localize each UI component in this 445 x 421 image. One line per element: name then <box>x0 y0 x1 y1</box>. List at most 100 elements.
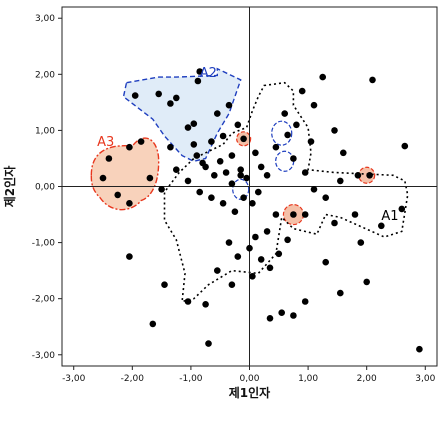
data-point <box>266 264 274 272</box>
data-point <box>278 309 286 317</box>
data-point <box>126 253 133 260</box>
data-point <box>310 186 318 193</box>
x-tick-label: 2,00 <box>357 374 377 384</box>
data-point <box>257 256 265 263</box>
data-point <box>211 172 218 179</box>
data-point <box>219 200 227 207</box>
region-a2 <box>122 67 242 163</box>
data-point <box>225 239 233 246</box>
data-point <box>254 188 262 196</box>
data-point <box>351 211 359 218</box>
data-point <box>158 186 165 193</box>
data-point <box>105 155 113 162</box>
x-tick-label: 0,00 <box>239 374 259 384</box>
data-point <box>298 87 306 95</box>
data-point <box>290 155 297 162</box>
data-point <box>331 127 338 134</box>
data-point <box>146 174 154 182</box>
region-label-a3: A3 <box>97 135 114 150</box>
data-point <box>307 138 315 145</box>
data-point <box>190 141 198 148</box>
data-point <box>228 180 236 187</box>
data-point <box>173 94 180 102</box>
data-point <box>281 110 289 117</box>
data-point <box>225 101 233 109</box>
data-point <box>240 135 247 143</box>
data-point <box>249 273 256 280</box>
data-point <box>249 200 256 207</box>
data-point <box>290 312 297 319</box>
data-point <box>173 166 180 173</box>
data-point <box>184 177 192 185</box>
region-label-a1: A1 <box>381 209 398 224</box>
data-point <box>149 320 157 328</box>
x-axis-title: 제1인자 <box>229 385 270 400</box>
x-tick-label: 1,00 <box>298 374 318 384</box>
data-point <box>272 143 280 151</box>
data-point <box>266 315 274 322</box>
data-point <box>205 340 212 347</box>
region-blue-small <box>271 120 293 146</box>
data-point <box>126 200 133 207</box>
data-point <box>272 211 280 218</box>
y-tick-label: -1,00 <box>32 239 56 249</box>
data-point <box>219 132 227 140</box>
y-axis-title: 제2인자 <box>2 166 17 207</box>
region-blue-small <box>232 178 250 200</box>
data-point <box>137 138 145 145</box>
x-tick-label: 3,00 <box>415 374 435 384</box>
data-point <box>228 281 236 289</box>
data-point <box>237 166 244 173</box>
region-blue-small <box>275 150 295 172</box>
data-point <box>340 149 347 157</box>
data-point <box>252 233 259 241</box>
data-point <box>401 142 409 150</box>
data-point <box>301 211 309 218</box>
data-point <box>237 172 244 179</box>
y-tick-label: 3,00 <box>35 14 55 24</box>
data-point <box>290 211 297 218</box>
data-point <box>337 289 344 297</box>
data-point <box>99 174 107 182</box>
data-point <box>416 345 423 353</box>
data-point <box>246 244 253 252</box>
data-point <box>202 301 209 308</box>
data-point <box>378 222 385 230</box>
data-point <box>322 258 330 266</box>
data-point <box>202 163 209 171</box>
data-point <box>231 208 239 215</box>
data-point <box>222 169 230 176</box>
data-point <box>319 73 327 81</box>
data-point <box>190 120 198 127</box>
data-point <box>214 110 221 117</box>
data-point <box>131 92 139 99</box>
data-point <box>275 250 283 258</box>
data-point <box>167 143 174 151</box>
data-point <box>310 101 318 109</box>
data-point <box>284 131 291 139</box>
data-point <box>322 194 330 201</box>
data-point <box>301 169 309 176</box>
data-point <box>354 172 362 179</box>
data-point <box>240 194 247 201</box>
data-point <box>243 174 250 182</box>
x-tick-label: -2,00 <box>121 374 145 384</box>
x-tick-label: -1,00 <box>179 374 203 384</box>
data-point <box>208 138 215 145</box>
data-point <box>184 124 192 131</box>
data-point <box>214 267 221 274</box>
y-tick-label: -3,00 <box>32 351 56 361</box>
data-point <box>337 177 344 185</box>
data-point <box>234 121 242 129</box>
data-point <box>167 100 174 107</box>
y-tick-label: -2,00 <box>32 295 56 305</box>
data-point <box>114 191 121 199</box>
data-point <box>161 281 168 289</box>
data-point <box>155 90 162 98</box>
data-point <box>196 68 203 75</box>
x-tick-label: -3,00 <box>62 374 86 384</box>
data-point <box>196 188 203 196</box>
y-tick-label: 2,00 <box>35 70 55 80</box>
